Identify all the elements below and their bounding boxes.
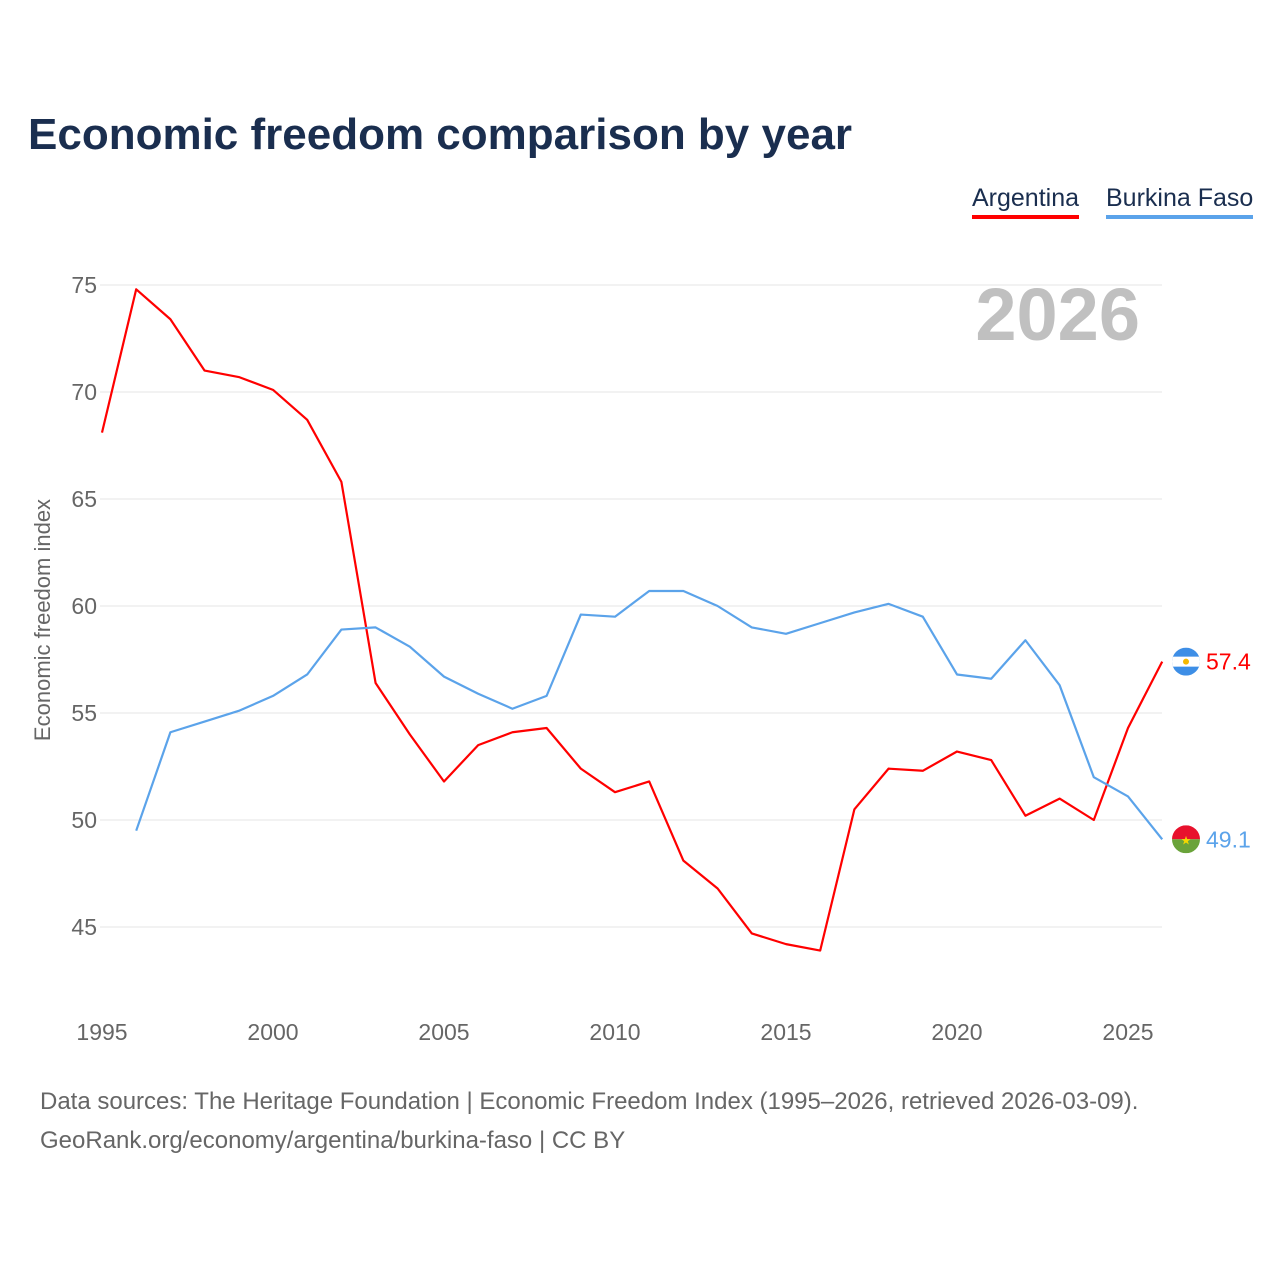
chart-title: Economic freedom comparison by year (28, 110, 853, 159)
argentina-flag-icon (1172, 647, 1200, 676)
legend-burkina-faso[interactable]: Burkina Faso (1106, 184, 1254, 219)
flag-star: ★ (1181, 833, 1192, 847)
x-tick-label: 2025 (1102, 1019, 1153, 1045)
x-tick-label: 2010 (589, 1019, 640, 1045)
burkina-faso-flag-icon: ★ (1172, 825, 1200, 854)
x-tick-label: 2015 (760, 1019, 811, 1045)
x-tick-label: 2005 (418, 1019, 469, 1045)
y-tick-label: 70 (71, 379, 97, 405)
x-tick-label: 1995 (76, 1019, 127, 1045)
end-value-label: 49.1 (1206, 826, 1251, 852)
flag-stripe (1172, 825, 1200, 840)
y-tick-label: 75 (71, 272, 97, 298)
y-tick-label: 45 (71, 914, 97, 940)
series-line-burkina-faso (135, 589, 1164, 840)
y-axis-label: Economic freedom index (30, 499, 55, 741)
x-tick-label: 2020 (931, 1019, 982, 1045)
flag-stripe (1172, 839, 1200, 854)
flag-sun (1183, 658, 1189, 665)
series-line-argentina (100, 288, 1164, 952)
legend-argentina[interactable]: Argentina (972, 184, 1080, 219)
x-tick-label: 2000 (247, 1019, 298, 1045)
y-tick-label: 50 (71, 807, 97, 833)
y-tick-label: 55 (71, 700, 97, 726)
end-value-label: 57.4 (1206, 649, 1251, 675)
footer-credit: GeoRank.org/economy/argentina/burkina-fa… (40, 1127, 626, 1154)
footer-sources: Data sources: The Heritage Foundation | … (40, 1088, 1139, 1115)
y-tick-label: 65 (71, 486, 97, 512)
y-tick-label: 60 (71, 593, 97, 619)
year-watermark: 2026 (975, 273, 1140, 356)
